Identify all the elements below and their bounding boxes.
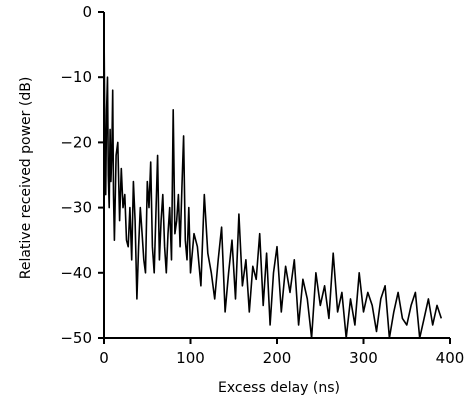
x-tick-label: 0 [99, 349, 109, 367]
x-tick-label: 100 [176, 349, 205, 367]
y-ticks: 0 −10 −20 −30 −40 −50 [60, 3, 104, 347]
y-tick-label: −50 [60, 329, 92, 347]
power-delay-profile-line [103, 24, 443, 339]
y-tick-label: 0 [82, 3, 92, 21]
y-tick-label: −10 [60, 68, 92, 86]
y-tick-label: −40 [60, 264, 92, 282]
y-tick-label: −20 [60, 133, 92, 151]
x-ticks: 0 100 200 300 400 [99, 338, 464, 367]
x-tick-label: 400 [436, 349, 465, 367]
y-tick-label: −30 [60, 199, 92, 217]
series-layer [103, 24, 443, 339]
x-tick-label: 200 [263, 349, 292, 367]
plot-area: 0 −10 −20 −30 −40 −50 0 100 200 300 400 [60, 3, 464, 367]
x-axis-title: Excess delay (ns) [218, 380, 340, 396]
x-tick-label: 300 [349, 349, 378, 367]
y-axis-title: Relative received power (dB) [18, 77, 34, 280]
